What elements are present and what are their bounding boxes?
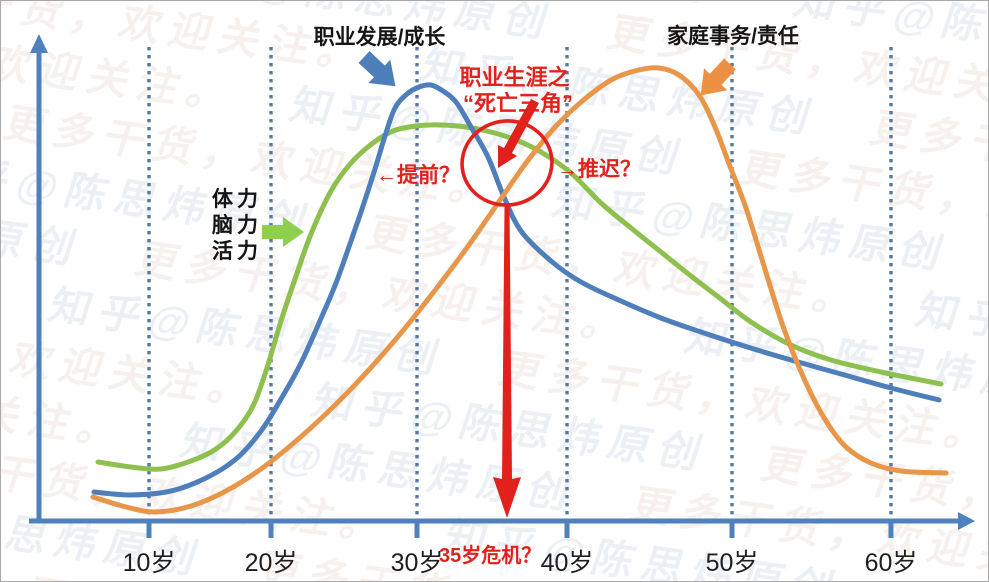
advance-annotation: ←提前？ — [376, 164, 460, 187]
x-tick-label-60: 60岁 — [864, 549, 918, 577]
death-triangle-title-line1: 职业生涯之 — [459, 65, 570, 90]
x-tick-label-20: 20岁 — [244, 549, 298, 577]
x-tick-label-30: 30岁 — [390, 549, 444, 577]
career-curve — [91, 82, 942, 498]
strength-callout-arrow-icon — [262, 217, 304, 247]
family-curve — [90, 65, 949, 515]
crisis-35-arrow-icon — [493, 206, 521, 518]
strength-line-3: 活力 — [212, 240, 262, 263]
postpone-annotation: →推迟？ — [557, 158, 641, 181]
strength-line-2: 脑力 — [212, 214, 262, 237]
strength-line-1: 体力 — [212, 188, 262, 211]
death-triangle-title-line2: “死亡三角” — [462, 91, 573, 116]
career-callout-arrow-icon — [358, 51, 396, 87]
family-callout-arrow-icon — [700, 58, 736, 96]
death-triangle-arrow-icon — [498, 99, 539, 168]
x-tick-label-10: 10岁 — [122, 549, 176, 577]
x-tick-label-40: 40岁 — [540, 549, 594, 577]
x-axis-arrow-icon — [958, 512, 975, 530]
death-triangle-circle — [460, 119, 554, 207]
strength-curve-label: 体力 脑力 活力 — [212, 187, 262, 265]
y-axis-arrow-icon — [30, 34, 48, 53]
family-curve-label: 家庭事务/责任 — [667, 25, 799, 48]
vitality-curve — [95, 122, 944, 472]
x-tick-label-50: 50岁 — [705, 549, 759, 577]
career-curve-label: 职业发展/成长 — [313, 26, 446, 49]
crisis-35-annotation: 35岁危机？ — [439, 545, 542, 567]
